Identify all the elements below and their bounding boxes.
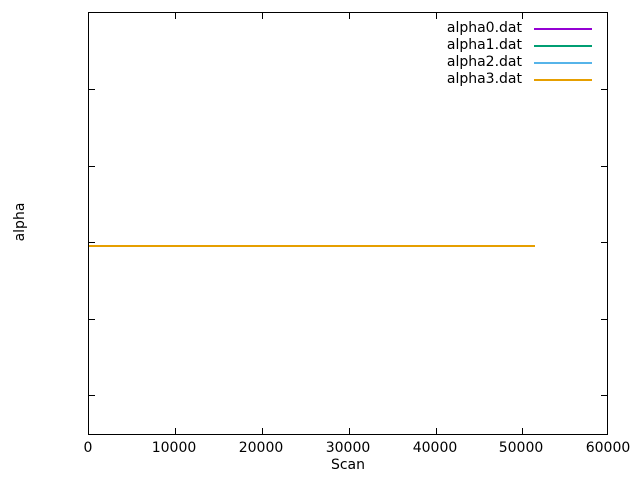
x-tick-label-2: 20000: [238, 440, 284, 456]
y-tick-mark-left-1: [89, 89, 95, 90]
x-tick-mark-top-3: [349, 13, 350, 19]
y-tick-mark-left-2: [89, 166, 95, 167]
x-tick-mark-bottom-1: [175, 428, 176, 434]
x-tick-label-0: 0: [83, 440, 93, 456]
legend-item-alpha1: alpha1.dat: [424, 37, 596, 54]
legend: alpha0.dat alpha1.dat alpha2.dat alpha3.…: [424, 20, 596, 88]
legend-item-alpha0: alpha0.dat: [424, 20, 596, 37]
x-tick-mark-bottom-5: [522, 428, 523, 434]
x-tick-mark-top-5: [522, 13, 523, 19]
x-tick-label-1: 10000: [151, 440, 197, 456]
legend-label-alpha0: alpha0.dat: [446, 20, 522, 36]
x-tick-label-5: 50000: [498, 440, 544, 456]
legend-swatch-alpha1: [534, 45, 592, 47]
x-tick-mark-top-2: [262, 13, 263, 19]
y-tick-mark-right-1: [601, 89, 607, 90]
y-axis-title: alpha: [12, 202, 28, 242]
x-tick-label-6: 60000: [585, 440, 631, 456]
legend-item-alpha2: alpha2.dat: [424, 54, 596, 71]
x-tick-label-3: 30000: [325, 440, 371, 456]
legend-label-alpha3: alpha3.dat: [446, 71, 522, 87]
x-tick-mark-top-1: [175, 13, 176, 19]
legend-label-alpha2: alpha2.dat: [446, 54, 522, 70]
legend-item-alpha3: alpha3.dat: [424, 71, 596, 88]
x-tick-mark-bottom-3: [349, 428, 350, 434]
legend-swatch-alpha2: [534, 62, 592, 64]
legend-swatch-alpha3: [534, 79, 592, 81]
x-tick-label-4: 40000: [412, 440, 458, 456]
y-tick-mark-left-5: [89, 395, 95, 396]
y-tick-mark-right-5: [601, 395, 607, 396]
y-tick-mark-right-3: [601, 242, 607, 243]
y-tick-mark-left-3: [89, 242, 95, 243]
y-tick-mark-right-4: [601, 319, 607, 320]
x-tick-mark-top-4: [436, 13, 437, 19]
data-line-alpha3: [89, 244, 536, 247]
x-tick-mark-bottom-2: [262, 428, 263, 434]
x-axis-title: Scan: [330, 457, 366, 473]
y-tick-mark-right-2: [601, 166, 607, 167]
legend-label-alpha1: alpha1.dat: [446, 37, 522, 53]
x-tick-mark-bottom-4: [436, 428, 437, 434]
y-tick-mark-left-4: [89, 319, 95, 320]
legend-swatch-alpha0: [534, 28, 592, 30]
plot-area: [88, 12, 608, 435]
